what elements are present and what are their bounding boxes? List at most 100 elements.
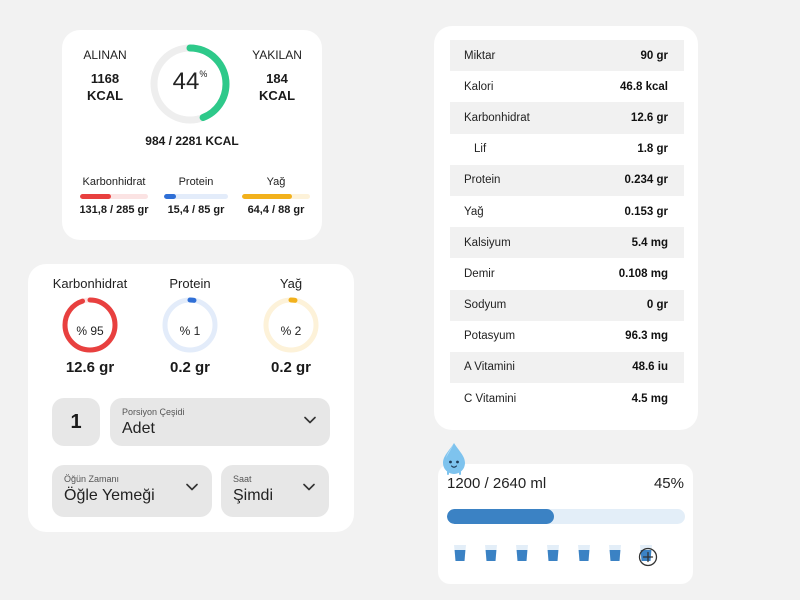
nutrition-row: Miktar 90 gr [450,40,684,72]
intake-value: 1168 KCAL [70,70,140,104]
nutrition-row: C Vitamini 4.5 mg [450,383,684,414]
nutrient-name: Demir [464,267,495,280]
nutrition-row: Protein 0.234 gr [450,164,684,196]
nutrient-value: 4.5 mg [631,392,668,405]
calorie-progress-ring [150,44,230,124]
nutrition-row: Kalsiyum 5.4 mg [450,227,684,259]
percent-symbol: % [199,69,208,79]
macro-label: Karbonhidrat [82,176,146,188]
water-progress-fill [447,509,555,524]
nutrient-value: 46.8 kcal [620,80,668,93]
nutrient-name: Potasyum [464,330,516,343]
water-glass-icon[interactable] [452,544,468,562]
water-percent: 45% [653,475,684,492]
nutrient-value: 0 gr [646,299,668,312]
meal-time-select[interactable]: Öğün Zamanı Öğle Yemeği [52,465,212,517]
nutrient-name: Karbonhidrat [464,111,530,124]
water-progress-bar [447,509,685,524]
nutrient-value: 48.6 iu [632,361,668,374]
water-glasses [452,544,654,562]
circle-percent: % 1 [179,324,201,338]
intake-label: ALINAN [83,48,127,62]
time-select[interactable]: Saat Şimdi [221,465,329,517]
burned-label: YAKILAN [252,48,302,62]
nutrient-name: Protein [464,174,501,187]
portion-type-label: Porsiyon Çeşidi [122,407,185,417]
nutrition-row: Karbonhidrat 12.6 gr [450,102,684,134]
macro-value: 64,4 / 88 gr [247,204,305,216]
macro-progress-fill [80,194,112,199]
nutrient-name: Yağ [464,205,484,218]
nutrient-value: 0.234 gr [624,174,668,187]
circle-value: 0.2 gr [169,359,211,376]
macro-progress-fill [242,194,292,199]
nutrient-value: 90 gr [640,49,669,62]
nutrition-row: Sodyum 0 gr [450,289,684,321]
macro-progress-bar [242,194,310,199]
meal-time-label: Öğün Zamanı [64,474,120,484]
circle-percent: % 95 [76,324,104,338]
nutrient-name: C Vitamini [464,392,517,405]
circle-value: 12.6 gr [65,359,115,376]
water-amount: 1200 / 2640 ml [447,475,547,492]
burned-number: 184 [266,71,288,86]
carbohydrate-progress-ring [62,297,118,353]
nutrient-name: A Vitamini [464,361,515,374]
add-circle-icon[interactable] [638,547,658,567]
water-glass-icon[interactable] [514,544,530,562]
nutrient-value: 12.6 gr [630,111,668,124]
calorie-percent: 44% [148,68,232,96]
water-glass-icon[interactable] [483,544,499,562]
macro-progress-bar [164,194,228,199]
nutrient-name: Sodyum [464,299,507,312]
nutrient-value: 96.3 mg [625,330,668,343]
macro-label: Yağ [266,176,286,188]
circle-value: 0.2 gr [270,359,312,376]
water-intake-card: 1200 / 2640 ml 45% [438,464,693,584]
portion-card: Karbonhidrat % 95 12.6 gr Protein % 1 0.… [28,264,354,532]
carbohydrate-circle: Karbonhidrat % 95 12.6 gr [50,276,130,376]
macro-protein: Protein 15,4 / 85 gr [160,176,232,216]
macro-carbohydrate: Karbonhidrat 131,8 / 285 gr [76,176,152,216]
portion-type-select[interactable]: Porsiyon Çeşidi Adet [110,398,330,446]
burned-unit: KCAL [258,88,296,103]
portion-type-value: Adet [122,420,155,437]
fat-circle: Yağ % 2 0.2 gr [251,276,331,376]
nutrition-table-card: Miktar 90 gr Kalori 46.8 kcal Karbonhidrat 12… [434,26,698,430]
burned-stat: YAKILAN 184 KCAL [242,48,312,104]
water-drop-mascot-icon [443,443,465,475]
intake-stat: ALINAN 1168 KCAL [70,48,140,104]
macro-value: 131,8 / 285 gr [79,204,149,216]
water-glass-icon[interactable] [545,544,561,562]
chevron-down-icon [303,483,315,491]
nutrient-value: 5.4 mg [631,236,668,249]
chevron-down-icon [304,416,316,424]
intake-number: 1168 [90,71,120,86]
calorie-total: 984 / 2281 KCAL [145,134,239,148]
macro-progress-bar [80,194,148,199]
nutrient-name: Lif [474,143,487,156]
nutrition-table: Miktar 90 gr Kalori 46.8 kcal Karbonhidrat 12… [450,40,684,414]
circle-title: Karbonhidrat [52,276,128,291]
water-glass-icon[interactable] [607,544,623,562]
meal-time-value: Öğle Yemeği [64,487,155,504]
nutrition-row: Potasyum 96.3 mg [450,321,684,352]
circle-title: Yağ [279,276,303,291]
water-glass-icon[interactable] [576,544,592,562]
macro-fat: Yağ 64,4 / 88 gr [238,176,314,216]
nutrition-row: Kalori 46.8 kcal [450,71,684,102]
nutrient-name: Kalori [464,80,494,93]
chevron-down-icon [186,483,198,491]
macro-progress-fill [164,194,176,199]
nutrient-name: Miktar [464,49,496,62]
protein-circle: Protein % 1 0.2 gr [150,276,230,376]
time-label: Saat [233,474,252,484]
time-value: Şimdi [233,487,274,504]
protein-progress-ring [162,297,218,353]
quantity-input[interactable]: 1 [52,398,100,446]
nutrient-name: Kalsiyum [464,236,511,249]
calorie-percent-value: 44 [172,68,200,95]
circle-percent: % 2 [280,324,302,338]
fat-progress-ring [263,297,319,353]
nutrition-row: A Vitamini 48.6 iu [450,351,684,384]
